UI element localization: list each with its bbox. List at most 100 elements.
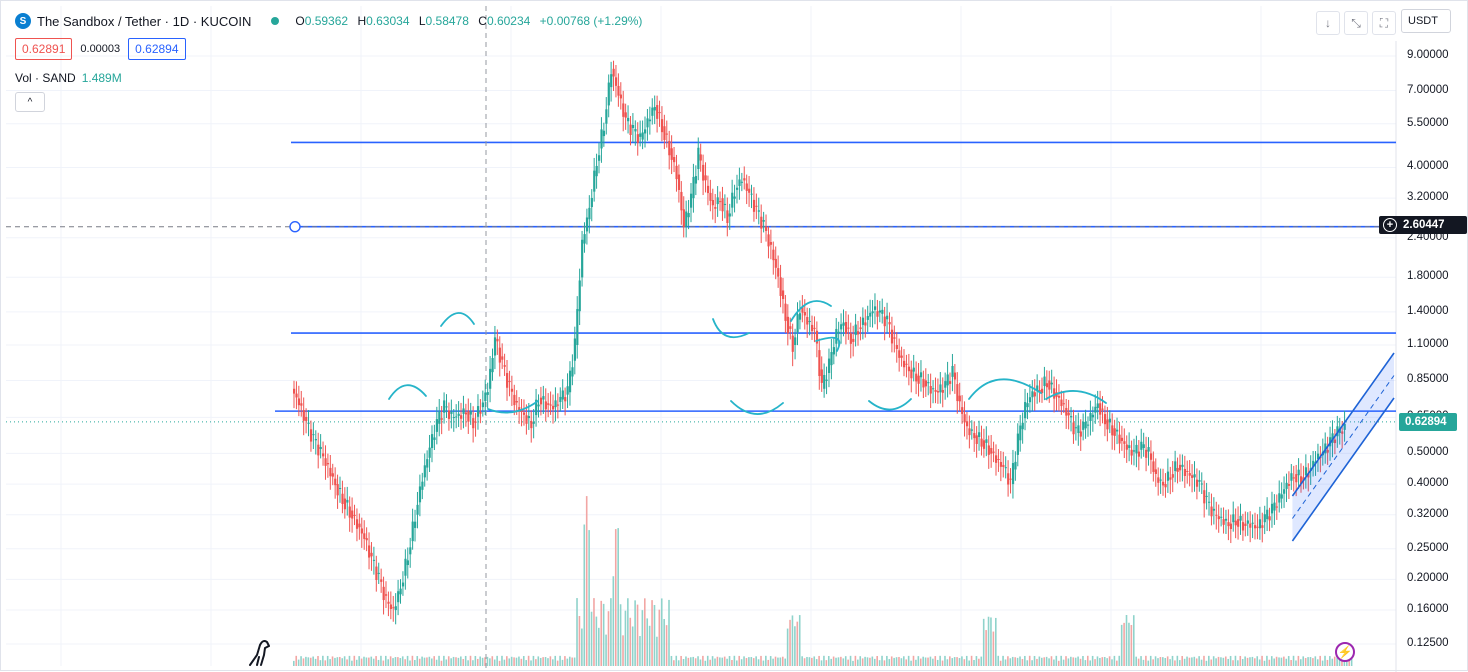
candle-body — [605, 109, 608, 124]
volume-bar — [1137, 658, 1140, 666]
candle-body — [1014, 461, 1017, 470]
volume-bar — [878, 660, 881, 666]
volume-bar — [1132, 615, 1135, 666]
volume-bar — [762, 660, 765, 666]
candle-body — [791, 335, 794, 352]
price-tick-label: 0.25000 — [1407, 541, 1449, 554]
volume-bar — [929, 656, 932, 666]
candle-body — [1099, 403, 1102, 415]
volume-bar — [682, 659, 685, 666]
candle-body — [317, 444, 320, 456]
volume-bar — [326, 655, 329, 666]
volume-bar — [1193, 656, 1196, 666]
candle-body — [1043, 376, 1046, 386]
volume-bar — [527, 655, 530, 666]
volume-bar — [673, 660, 675, 666]
candle-body — [726, 210, 729, 224]
candle-body — [513, 394, 516, 406]
volume-bar — [508, 658, 511, 666]
volume-bar — [624, 610, 627, 666]
volume-bar — [936, 659, 939, 666]
compress-button[interactable]: ⤡ — [1344, 11, 1368, 35]
volume-bar — [329, 659, 331, 666]
currency-selector[interactable]: USDT — [1401, 9, 1451, 33]
ask-price[interactable]: 0.62894 — [128, 38, 186, 60]
bid-price[interactable]: 0.62891 — [15, 38, 73, 60]
plus-icon[interactable]: + — [1383, 218, 1397, 232]
candle-body — [435, 419, 439, 432]
volume-bar — [859, 656, 862, 666]
candle-body — [491, 357, 494, 373]
candle-body — [530, 420, 533, 429]
volume-bar — [927, 657, 929, 666]
volume-bar — [522, 656, 525, 666]
open-key: O — [295, 14, 305, 28]
candle-body — [329, 467, 332, 477]
volume-bar — [619, 604, 622, 666]
candle-body — [1135, 444, 1138, 454]
price-tick-label: 5.50000 — [1407, 116, 1449, 129]
volume-bar — [985, 630, 987, 666]
candle-body — [1086, 424, 1090, 426]
candle-body — [762, 220, 765, 222]
volume-bar — [772, 658, 774, 666]
candle-body — [1268, 516, 1271, 521]
close-value: 0.60234 — [486, 14, 531, 28]
volume-bar — [501, 655, 503, 666]
candle-body — [1079, 431, 1082, 437]
volume-bar — [612, 576, 615, 666]
volume-bar — [1113, 655, 1116, 666]
candle-body — [1024, 402, 1027, 419]
download-button[interactable]: ↓ — [1316, 11, 1340, 35]
volume-bar — [1278, 657, 1280, 666]
candle-body — [1164, 484, 1167, 488]
volume-bar — [493, 659, 496, 666]
candle-body — [617, 85, 620, 96]
volume-bar — [627, 598, 629, 666]
lightning-icon[interactable]: ⚡ — [1335, 642, 1355, 662]
candle-body — [1094, 406, 1097, 413]
volume-bar — [358, 656, 360, 666]
ohlc-values: O0.59362 H0.63034 L0.58478 C0.60234 +0.0… — [295, 14, 648, 28]
volume-value: 1.489M — [81, 71, 122, 85]
volume-bar — [956, 657, 958, 666]
volume-bar — [1166, 656, 1169, 666]
candle-body — [433, 437, 436, 440]
candle-body — [457, 413, 460, 416]
crosshair-price-label: + 2.60447 — [1379, 216, 1467, 234]
candle-body — [1016, 433, 1019, 455]
candle-body — [731, 192, 734, 208]
candle-body — [648, 119, 652, 122]
volume-bar — [1157, 658, 1159, 666]
candle-body — [1040, 388, 1044, 394]
candle-body — [820, 369, 823, 383]
volume-bar — [1329, 656, 1331, 666]
candle-body — [624, 112, 627, 118]
volume-bar — [961, 656, 963, 666]
price-tick-label: 0.50000 — [1407, 446, 1449, 459]
volume-bar — [1145, 655, 1147, 666]
volume-bar — [1273, 658, 1275, 666]
candle-body — [854, 324, 857, 336]
pattern-arc-annotation — [730, 400, 784, 415]
volume-bar — [433, 656, 435, 666]
candle-body — [847, 327, 850, 329]
candle-body — [663, 126, 666, 140]
symbol-title[interactable]: The Sandbox / Tether · 1D · KUCOIN — [37, 13, 252, 29]
volume-bar — [1307, 657, 1309, 666]
candle-body — [873, 306, 877, 310]
candle-body — [326, 463, 330, 465]
high-value: 0.63034 — [366, 14, 410, 28]
volume-bar — [953, 657, 956, 666]
collapse-legend-button[interactable]: ^ — [15, 92, 45, 112]
fullscreen-button[interactable]: ⛶ — [1372, 11, 1396, 35]
volume-bar — [411, 655, 414, 666]
volume-bar — [1053, 659, 1055, 666]
candle-body — [387, 601, 390, 604]
candle-body — [1057, 395, 1061, 398]
candle-body — [300, 403, 303, 406]
volume-bar — [506, 656, 508, 666]
candle-body — [677, 174, 681, 190]
candle-body — [653, 106, 656, 111]
